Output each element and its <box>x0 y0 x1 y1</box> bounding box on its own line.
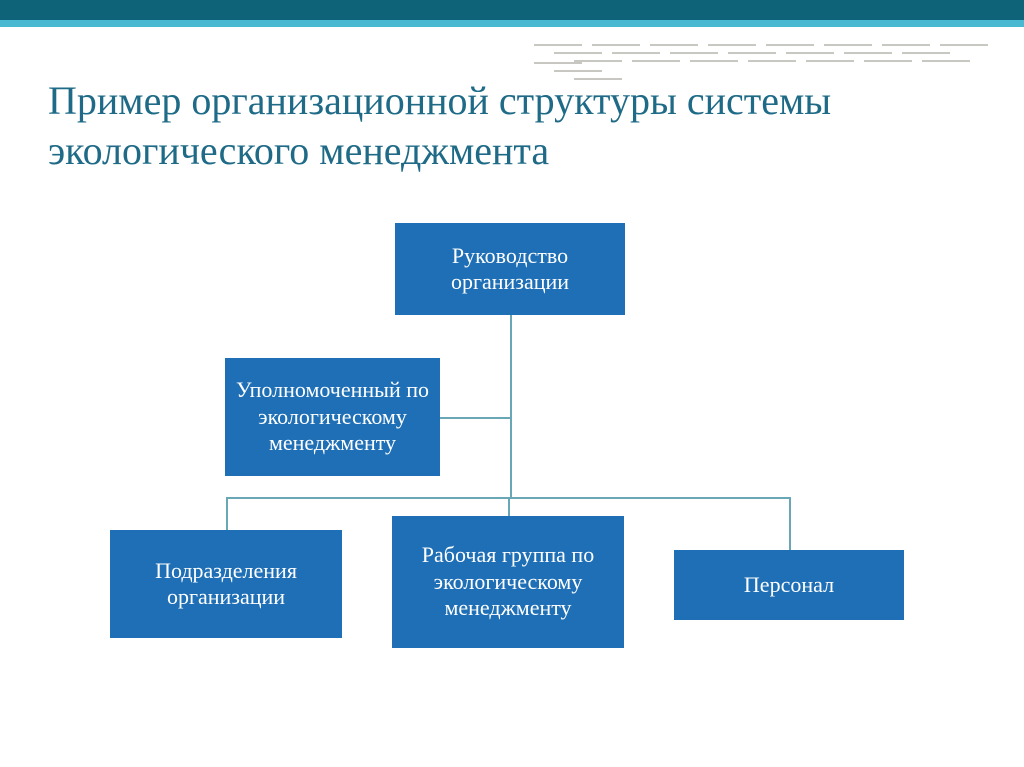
connector <box>226 497 228 530</box>
org-node-label: Уполномоченный по экологическому менеджм… <box>233 377 432 456</box>
connector <box>440 417 510 419</box>
org-node-root: Руководство организации <box>395 223 625 315</box>
org-node-c1: Подразделения организации <box>110 530 342 638</box>
org-node-c2: Рабочая группа по экологическому менеджм… <box>392 516 624 648</box>
connector <box>510 315 512 497</box>
org-node-c3: Персонал <box>674 550 904 620</box>
connector <box>508 497 510 516</box>
org-node-label: Руководство организации <box>403 243 617 296</box>
org-node-label: Рабочая группа по экологическому менеджм… <box>400 542 616 621</box>
org-node-label: Персонал <box>744 572 834 598</box>
org-node-side: Уполномоченный по экологическому менеджм… <box>225 358 440 476</box>
org-node-label: Подразделения организации <box>118 558 334 611</box>
org-chart: Руководство организации Уполномоченный по… <box>0 0 1024 767</box>
connector <box>789 497 791 550</box>
